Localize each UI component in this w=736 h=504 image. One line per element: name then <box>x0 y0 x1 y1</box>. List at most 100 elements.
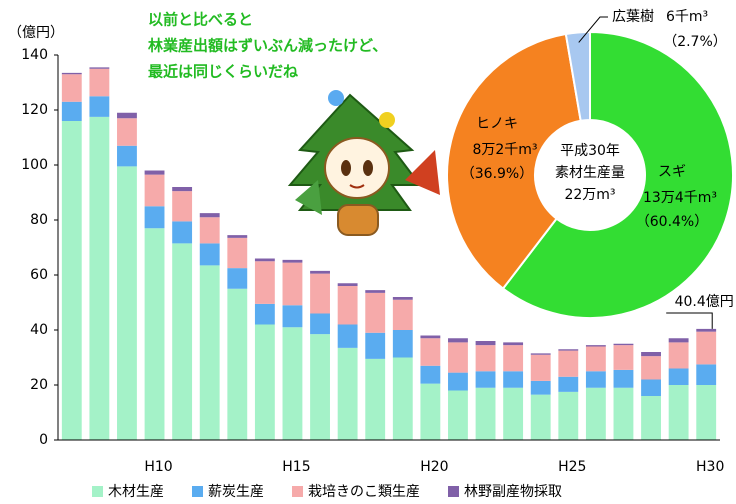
bar-segment <box>338 348 358 440</box>
bar-segment <box>696 329 716 332</box>
bar-segment <box>669 342 689 368</box>
bar-segment <box>62 121 82 440</box>
bar-segment <box>448 342 468 372</box>
legend-label: 林野副産物採取 <box>464 484 562 500</box>
legend-swatch <box>448 486 459 497</box>
bar-segment <box>117 118 137 146</box>
bar-segment <box>310 271 330 274</box>
bar-segment <box>283 263 303 306</box>
bar-segment <box>255 304 275 325</box>
slice-percent: （2.7%） <box>663 34 727 50</box>
bar-segment <box>696 364 716 385</box>
y-tick-label: 60 <box>30 267 48 283</box>
bar-segment <box>696 385 716 440</box>
bar-segment <box>586 371 606 388</box>
bar-segment <box>338 325 358 348</box>
chart: （億円） 以前と比べると 林業産出額はずいぶん減ったけど、 最近は同じくらいだね… <box>0 0 736 504</box>
bar-segment <box>200 217 220 243</box>
bar-segment <box>476 341 496 345</box>
bar-segment <box>669 385 689 440</box>
annotation-leader <box>666 313 712 329</box>
bar-segment <box>200 213 220 217</box>
bar-segment <box>641 352 661 356</box>
y-tick-label: 0 <box>39 432 48 448</box>
bar-segment <box>420 338 440 366</box>
slice-volume: 8万2千m³ <box>472 142 537 158</box>
bar-segment <box>227 238 247 268</box>
bar-segment <box>476 345 496 371</box>
bar-segment <box>283 305 303 327</box>
callout-line: 林業産出額はずいぶん減ったけど、 <box>148 37 387 55</box>
x-tick-label: H20 <box>420 459 448 475</box>
donut-title: 平成30年 <box>560 143 620 159</box>
bar-segment <box>393 330 413 358</box>
bar-segment <box>89 96 109 117</box>
bar-segment <box>420 384 440 440</box>
bar-segment <box>393 297 413 300</box>
bar-segment <box>89 117 109 440</box>
bar-segment <box>586 347 606 372</box>
bar-segment <box>89 67 109 68</box>
bar-segment <box>669 338 689 342</box>
legend-swatch <box>292 486 303 497</box>
bar-segment <box>503 345 523 371</box>
slice-name: 広葉樹 <box>612 9 654 25</box>
y-tick-label: 80 <box>30 212 48 228</box>
bar-segment <box>641 396 661 440</box>
y-tick-label: 100 <box>21 157 48 173</box>
callout-line: 最近は同じくらいだね <box>148 63 298 81</box>
y-axis-label: （億円） <box>8 25 64 41</box>
slice-percent: （36.9%） <box>461 166 533 182</box>
x-tick-label: H15 <box>282 459 310 475</box>
bar-segment <box>586 345 606 346</box>
bar-segment <box>117 146 137 167</box>
bar-segment <box>62 102 82 121</box>
bar-segment <box>365 290 385 293</box>
bar-segment <box>255 325 275 441</box>
legend-swatch <box>192 486 203 497</box>
slice-volume: 13万4千m³ <box>643 190 717 206</box>
bar-segment <box>117 166 137 440</box>
x-tick-label: H10 <box>144 459 172 475</box>
bar-segment <box>503 371 523 388</box>
callout-line: 以前と比べると <box>148 11 253 29</box>
bar-segment <box>172 243 192 440</box>
bar-segment <box>476 371 496 388</box>
bar-segment <box>393 300 413 330</box>
bar-segment <box>62 73 82 74</box>
bar-segment <box>448 391 468 441</box>
slice-name: スギ <box>658 164 686 180</box>
bar-segment <box>283 260 303 263</box>
bar-segment <box>365 333 385 359</box>
legend-swatch <box>92 486 103 497</box>
bar-segment <box>558 377 578 392</box>
donut-title: 22万m³ <box>564 187 615 203</box>
bar-segment <box>145 175 165 207</box>
legend-label: 木材生産 <box>108 484 164 500</box>
y-tick-label: 140 <box>21 47 48 63</box>
bar-segment <box>531 381 551 395</box>
bar-segment <box>503 388 523 440</box>
bar-segment <box>89 69 109 97</box>
bar-segment <box>614 345 634 370</box>
bar-segment <box>117 113 137 119</box>
bar-segment <box>255 259 275 262</box>
x-tick-label: H30 <box>696 459 724 475</box>
y-tick-label: 120 <box>21 102 48 118</box>
bar-segment <box>558 351 578 377</box>
bar-segment <box>310 274 330 314</box>
bar-segment <box>310 314 330 335</box>
bar-segment <box>365 293 385 333</box>
bar-segment <box>227 235 247 238</box>
bar-segment <box>172 187 192 191</box>
bar-segment <box>420 366 440 384</box>
bar-segment <box>338 283 358 286</box>
donut-title: 素材生産量 <box>555 165 625 181</box>
bar-segment <box>62 74 82 102</box>
bar-segment <box>200 243 220 265</box>
mascot <box>290 90 440 235</box>
bar-segment <box>531 355 551 381</box>
bar-segment <box>476 388 496 440</box>
bar-segment <box>227 289 247 440</box>
bar-segment <box>227 268 247 289</box>
